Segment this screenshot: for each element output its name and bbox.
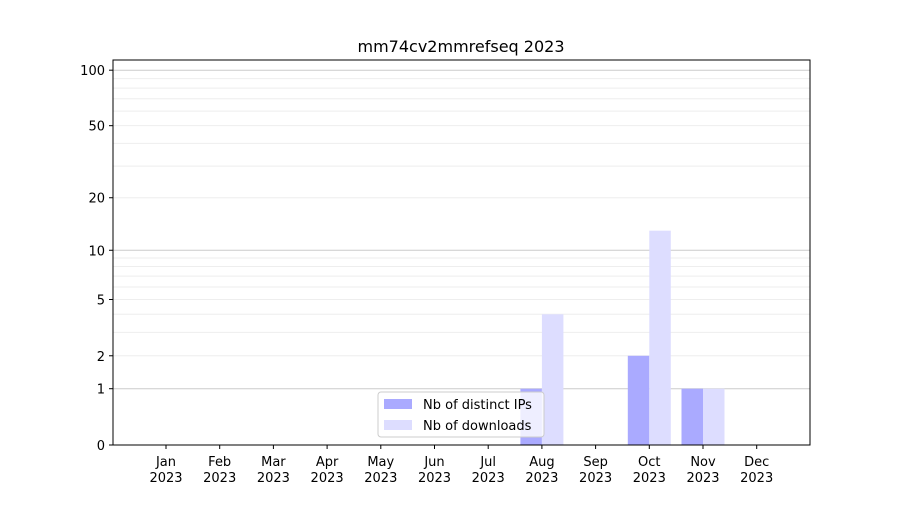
x-tick-label: Apr <box>316 455 339 470</box>
x-tick-label-year: 2023 <box>257 471 290 486</box>
y-tick-label: 20 <box>88 192 105 207</box>
legend-label: Nb of downloads <box>423 419 532 434</box>
y-tick-label: 1 <box>97 383 105 398</box>
x-tick-label: Aug <box>529 455 554 470</box>
plot-frame <box>112 59 811 446</box>
x-tick-label: Jun <box>423 455 444 470</box>
x-tick-label: Feb <box>208 455 231 470</box>
x-tick-label: Nov <box>690 455 716 470</box>
y-tick-label: 0 <box>97 439 105 454</box>
x-tick-label-year: 2023 <box>525 471 558 486</box>
x-tick-label: Mar <box>261 455 286 470</box>
x-tick-label-year: 2023 <box>364 471 397 486</box>
bar-ips <box>681 388 703 445</box>
y-tick-label: 2 <box>97 350 105 365</box>
x-tick-label-year: 2023 <box>579 471 612 486</box>
x-tick-label: Dec <box>744 455 769 470</box>
x-tick-label: Jan <box>155 455 176 470</box>
bar-downloads <box>649 230 671 445</box>
legend: Nb of distinct IPs Nb of downloads <box>377 391 545 438</box>
x-tick-label: Jul <box>479 455 496 470</box>
x-tick-label-year: 2023 <box>149 471 182 486</box>
bar-downloads <box>703 388 725 445</box>
x-tick-label-year: 2023 <box>633 471 666 486</box>
y-tick-label: 100 <box>80 64 105 79</box>
legend-box <box>377 391 545 438</box>
x-tick-label: Sep <box>583 455 608 470</box>
bar-downloads <box>541 314 564 445</box>
legend-label: Nb of distinct IPs <box>423 398 532 413</box>
chart-title: mm74cv2mmrefseq 2023 <box>358 37 565 56</box>
x-tick-label-year: 2023 <box>418 471 451 486</box>
x-tick-label: Oct <box>638 455 660 470</box>
x-tick-label-year: 2023 <box>472 471 505 486</box>
x-tick-label-year: 2023 <box>203 471 236 486</box>
x-tick-label-year: 2023 <box>686 471 719 486</box>
y-tick-label: 50 <box>88 120 105 135</box>
legend-swatch <box>384 399 412 409</box>
x-tick-label-year: 2023 <box>311 471 344 486</box>
x-tick-label: May <box>367 455 394 470</box>
legend-swatch <box>384 420 412 430</box>
y-tick-label: 5 <box>97 293 105 308</box>
x-tick-label-year: 2023 <box>740 471 773 486</box>
y-tick-label: 10 <box>88 244 105 259</box>
bar-ips <box>627 355 650 445</box>
